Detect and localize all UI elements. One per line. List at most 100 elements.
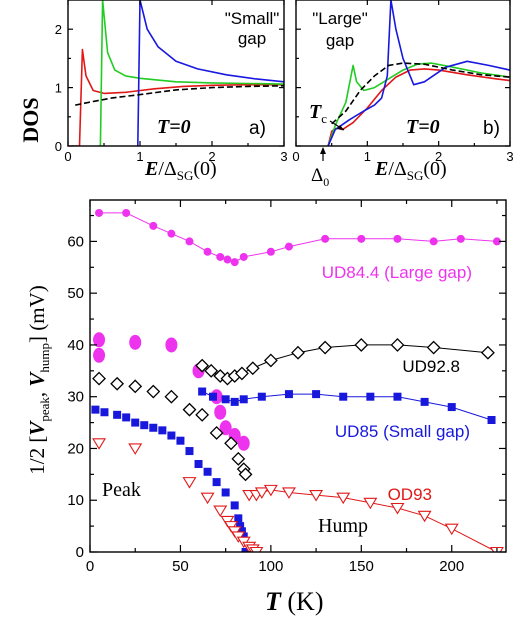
data-point-square xyxy=(158,426,167,435)
data-point-circle xyxy=(167,229,176,238)
panel-a-label: a) xyxy=(249,118,266,139)
data-point-triangle xyxy=(281,487,296,499)
data-point-square xyxy=(230,501,239,510)
data-point-square xyxy=(447,403,456,412)
data-point-diamond xyxy=(164,389,179,404)
panel-b-series xyxy=(327,0,510,146)
data-point-diamond xyxy=(291,345,305,360)
data-point-square xyxy=(230,397,239,406)
data-point-square xyxy=(149,423,158,432)
data-point-circle xyxy=(239,252,248,261)
hump-label: Hump xyxy=(318,515,368,537)
data-point-square xyxy=(420,397,429,406)
main-ytick-label: 30 xyxy=(67,389,84,406)
data-point-oval xyxy=(129,334,142,350)
main-ytick-label: 20 xyxy=(67,440,84,457)
data-point-diamond xyxy=(128,379,143,394)
data-point-oval xyxy=(214,404,227,420)
main-xtick-label: 0 xyxy=(86,558,94,575)
data-point-diamond xyxy=(245,361,260,376)
main-xtick-label: 200 xyxy=(439,558,464,575)
data-point-triangle xyxy=(92,438,107,450)
main-ytick-label: 0 xyxy=(76,544,84,561)
panel-b-xtick-label: 1 xyxy=(364,149,371,164)
data-point-triangle xyxy=(128,443,143,455)
panel-b: 0 1 2 3 "Large" gap Tc Δ0 T=0 b) E/ΔSG(0) xyxy=(292,0,514,189)
data-point-square xyxy=(237,527,246,536)
data-point-square xyxy=(257,392,266,401)
peak-label: Peak xyxy=(102,479,141,501)
data-point-triangle xyxy=(363,497,378,510)
data-point-square xyxy=(176,436,185,445)
data-point-square xyxy=(185,447,194,456)
main-panel-markers xyxy=(91,208,504,552)
panel-a-xtick-label: 2 xyxy=(208,149,215,164)
data-point-circle xyxy=(149,221,158,230)
panel-a-series xyxy=(71,0,284,146)
legend-ud85: UD85 (Small gap) xyxy=(335,422,470,441)
data-point-diamond xyxy=(263,353,278,368)
data-point-square xyxy=(198,387,207,396)
data-point-diamond xyxy=(231,451,246,466)
panel-a-curve-dashed xyxy=(75,85,284,106)
data-point-square xyxy=(212,478,221,487)
data-point-triangle xyxy=(444,523,459,536)
panel-a-gap-label-line2: gap xyxy=(238,29,266,48)
panel-a-curve-red xyxy=(71,48,284,146)
data-point-circle xyxy=(203,247,212,256)
data-point-square xyxy=(239,395,248,404)
data-point-triangle xyxy=(182,477,197,489)
data-point-square xyxy=(167,431,176,440)
data-point-square xyxy=(312,390,321,399)
data-point-square xyxy=(221,395,230,404)
data-point-diamond xyxy=(238,467,253,482)
data-point-circle xyxy=(492,237,501,246)
data-point-circle xyxy=(393,234,402,243)
panel-b-curve-dashed xyxy=(331,62,510,125)
data-point-square xyxy=(284,390,293,399)
data-point-triangle xyxy=(213,505,228,518)
data-point-square xyxy=(487,416,496,424)
main-ytick-label: 50 xyxy=(67,285,84,302)
data-point-circle xyxy=(223,255,232,264)
legend-ud84: UD84.4 (Large gap) xyxy=(322,263,472,282)
data-point-circle xyxy=(284,242,293,251)
data-point-circle xyxy=(122,208,131,217)
panel-b-xtick-label: 3 xyxy=(506,149,513,164)
data-point-diamond xyxy=(235,366,249,381)
panel-a-ytick-label: 1 xyxy=(55,81,62,96)
panel-b-xtick-label: 0 xyxy=(292,149,299,164)
data-point-oval xyxy=(93,332,106,348)
main-frame xyxy=(89,199,507,553)
data-point-diamond xyxy=(92,371,106,386)
main-xtick-label: 100 xyxy=(258,558,283,575)
data-point-square xyxy=(221,488,230,497)
data-point-triangle xyxy=(309,490,324,502)
data-point-triangle xyxy=(390,502,405,515)
data-point-diamond xyxy=(195,358,210,373)
panel-a-xlabel: E/ΔSG(0) xyxy=(144,158,217,183)
panel-a-temperature-label: T=0 xyxy=(157,116,191,138)
data-point-square xyxy=(194,460,203,468)
legend-ud92: UD92.8 xyxy=(402,357,460,376)
data-point-circle xyxy=(216,252,225,261)
data-point-diamond xyxy=(209,426,224,440)
data-point-diamond xyxy=(390,338,405,352)
panel-b-temperature-label: T=0 xyxy=(406,116,440,138)
panel-a-curve-blue xyxy=(137,0,284,146)
panel-a-ylabel: DOS xyxy=(18,97,43,142)
panel-b-delta-arrowhead xyxy=(320,147,326,154)
data-point-triangle xyxy=(249,546,264,552)
data-point-oval xyxy=(165,337,178,353)
panel-b-xtick-label: 2 xyxy=(435,149,442,164)
panel-a-curve-green xyxy=(99,0,284,146)
data-point-triangle xyxy=(200,492,215,505)
data-point-square xyxy=(366,392,375,401)
data-point-circle xyxy=(456,234,465,243)
panel-b-gap-label-line1: "Large" xyxy=(312,9,368,28)
data-point-circle xyxy=(429,237,438,246)
data-point-diamond xyxy=(146,384,161,399)
panel-b-tc-arrowhead xyxy=(337,125,344,130)
data-point-square xyxy=(131,418,140,427)
